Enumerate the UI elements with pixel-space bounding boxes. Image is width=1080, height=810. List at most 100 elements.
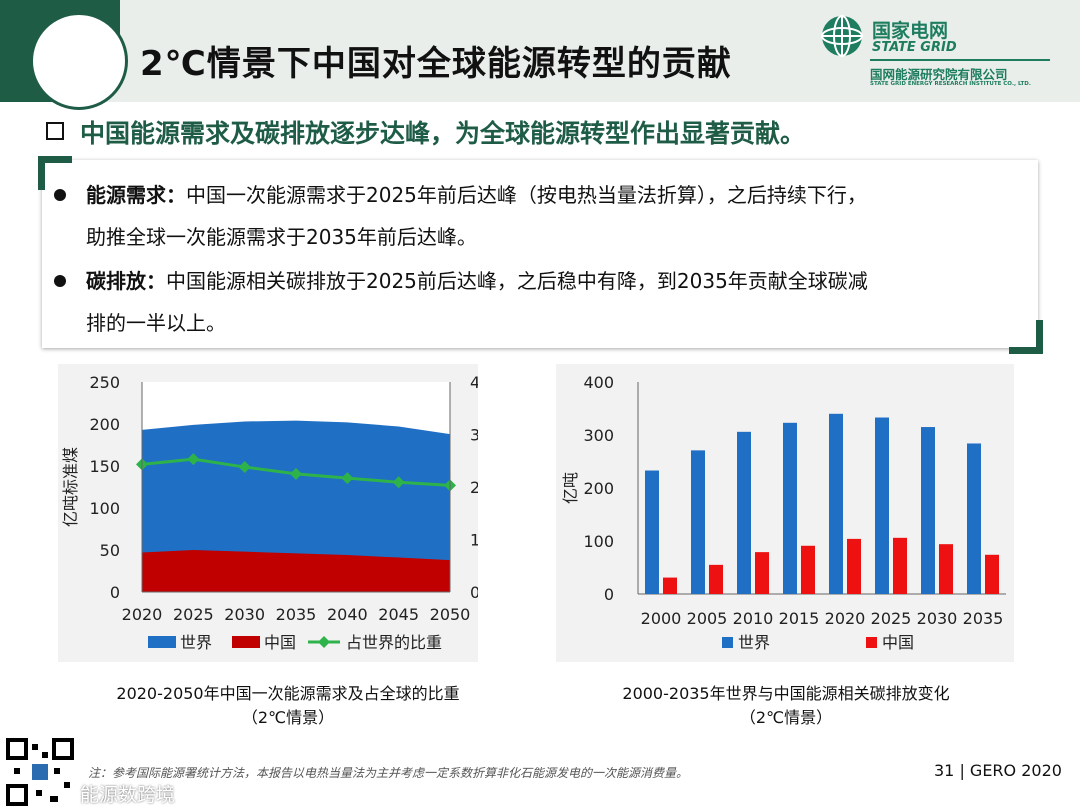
chart1-caption-line2: （2℃情景） [241,708,335,727]
x-tick-label: 2030 [917,609,958,628]
x-tick-label: 2005 [687,609,728,628]
header-circle-ornament [30,12,128,110]
page-number: 31 | GERO 2020 [934,761,1062,780]
chart2-caption-line2: （2℃情景） [739,708,833,727]
legend-swatch-china [866,637,877,648]
bar-china [939,544,953,594]
page-title: 2℃情景下中国对全球能源转型的贡献 [140,44,732,84]
x-tick-label: 2030 [224,605,265,624]
footnote: 注：参考国际能源署统计方法，本报告以电热当量法为主并考虑一定系数折算非化石能源发… [88,766,689,780]
square-bullet-icon [46,122,64,140]
x-tick-label: 2050 [430,605,471,624]
bar-world [921,427,935,594]
x-tick-label: 2000 [641,609,682,628]
logo-divider [870,59,1050,61]
y-tick-label: 250 [89,373,120,392]
bullet-dot-icon [54,275,66,287]
y-tick-label: 100 [89,499,120,518]
qr-code-icon [6,738,74,806]
y2-tick-label: 20% [470,478,478,497]
y-tick-label: 0 [604,585,614,604]
bar-china [663,577,677,594]
y-tick-label: 200 [583,479,614,498]
legend-label-china: 中国 [264,633,296,652]
area-china [142,550,450,592]
y-tick-label: 150 [89,457,120,476]
chart1-caption-line1: 2020-2050年中国一次能源需求及占全球的比重 [116,684,460,703]
y-tick-label: 100 [583,532,614,551]
bullet-textbox [42,160,1038,348]
chart1-caption: 2020-2050年中国一次能源需求及占全球的比重 （2℃情景） [58,680,518,728]
bar-china [801,545,815,594]
share-marker [392,476,405,489]
header-band [0,0,1080,102]
y-tick-label: 50 [100,541,120,560]
chart-panel-emissions: 400 300 200 100 0 2000 2005 2010 2015 2020 2025 203… [556,364,1014,662]
corner-bracket-bottom-right [1036,320,1043,354]
bar-china [847,538,861,594]
x-tick-label: 2045 [378,605,419,624]
legend-marker-share [318,636,330,648]
bullet-text: 中国一次能源需求于2025年前后达峰（按电热当量法折算），之后持续下行， [186,183,867,207]
share-marker [341,472,354,485]
bullet-text-cont: 助推全球一次能源需求于2035年前后达峰。 [86,225,477,249]
x-tick-label: 2020 [122,605,163,624]
y2-tick-label: 30% [470,426,478,445]
qr-code [6,738,74,806]
logo-subtitle: 国网能源研究院有限公司 [870,67,1008,82]
y-axis-label: 亿吨标准煤 [61,447,80,527]
bar-world [967,443,981,594]
logo-subtitle-en: STATE GRID ENERGY RESEARCH INSTITUTE CO.… [870,81,1031,87]
bullet-dot-icon [54,189,66,201]
corner-bracket-top-left [38,156,72,163]
y-tick-label: 400 [583,373,614,392]
x-tick-label: 2025 [871,609,912,628]
bullet-text-cont: 排的一半以上。 [86,311,226,335]
legend-label-china: 中国 [882,633,914,652]
legend-swatch-world [722,637,733,648]
y-tick-label: 200 [89,415,120,434]
logo-text-en: STATE GRID [872,40,957,55]
corner-bracket-bottom-right [1009,347,1043,354]
chart-panel-energy: 250 200 150 100 50 0 40% 30% 20% 10% 0% 2020 2025 203… [58,364,506,662]
y-tick-label: 300 [583,426,614,445]
bar-china [755,552,769,594]
bar-world [691,450,705,594]
bullet-carbon: 碳排放：中国能源相关碳排放于2025前后达峰，之后稳中有降，到2035年贡献全球… [86,260,1036,344]
x-tick-label: 2010 [733,609,774,628]
x-tick-label: 2035 [963,609,1004,628]
bar-china [709,564,723,594]
y-tick-label: 0 [110,583,120,602]
share-marker [238,461,251,474]
watermark-text: 能源数跨境 [80,784,176,806]
state-grid-logo: 国家电网 STATE GRID 国网能源研究院有限公司 STATE GRID E… [820,14,1060,94]
bar-world [783,422,797,594]
legend-label-share: 占世界的比重 [346,633,442,652]
bar-world [875,417,889,594]
bullet-energy-demand: 能源需求：中国一次能源需求于2025年前后达峰（按电热当量法折算），之后持续下行… [86,174,1036,258]
y2-tick-label: 40% [470,373,478,392]
emissions-chart: 400 300 200 100 0 2000 2005 2010 2015 2020 2025 203… [561,373,1006,652]
headline: 中国能源需求及碳排放逐步达峰，为全球能源转型作出显著贡献。 [80,119,806,148]
bar-world [737,431,751,594]
share-marker [290,467,302,480]
legend-swatch-world [148,636,176,648]
bullet-label: 碳排放： [86,269,166,293]
bar-world [829,413,843,594]
bar-china [893,537,907,594]
bar-world [645,470,659,594]
legend-label-world: 世界 [738,633,770,652]
share-marker [187,453,200,466]
bullet-label: 能源需求： [86,183,186,207]
x-tick-label: 2020 [825,609,866,628]
corner-bracket-top-left [38,156,45,190]
x-tick-label: 2040 [327,605,368,624]
y2-tick-label: 0% [470,583,478,602]
bullet-text: 中国能源相关碳排放于2025前后达峰，之后稳中有降，到2035年贡献全球碳减 [166,269,868,293]
bar-china [985,554,999,594]
energy-demand-chart: 250 200 150 100 50 0 40% 30% 20% 10% 0% 2020 2025 203… [61,373,506,652]
legend-label-world: 世界 [180,633,212,652]
logo-text-cn: 国家电网 [872,20,949,42]
x-tick-label: 2025 [173,605,214,624]
y-axis-label: 亿吨 [561,472,580,504]
